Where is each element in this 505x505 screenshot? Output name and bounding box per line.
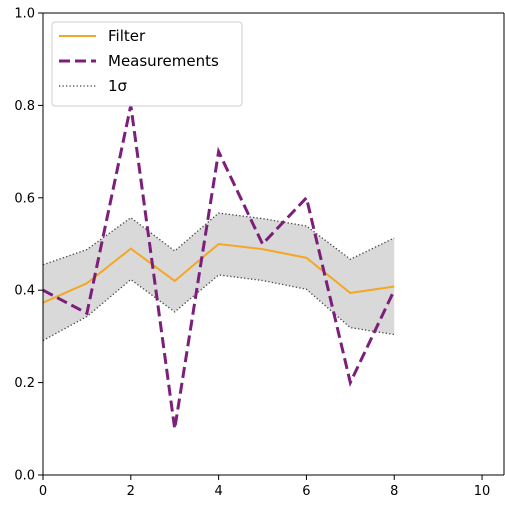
- x-tick-label: 4: [214, 484, 222, 499]
- y-tick-label: 0.4: [14, 284, 35, 299]
- x-tick-label: 8: [390, 484, 398, 499]
- legend: Filter Measurements 1σ: [52, 22, 242, 106]
- legend-label: Measurements: [108, 52, 219, 70]
- x-tick-label: 0: [39, 484, 47, 499]
- x-tick-label: 10: [474, 484, 491, 499]
- y-tick-label: 0.2: [14, 376, 35, 391]
- y-tick-label: 0.0: [14, 469, 35, 484]
- legend-label: Filter: [108, 27, 146, 45]
- x-tick-label: 2: [127, 484, 135, 499]
- y-tick-label: 1.0: [14, 7, 35, 22]
- legend-label: 1σ: [108, 77, 128, 95]
- x-tick-label: 6: [302, 484, 310, 499]
- y-tick-label: 0.6: [14, 191, 35, 206]
- y-tick-label: 0.8: [14, 99, 35, 114]
